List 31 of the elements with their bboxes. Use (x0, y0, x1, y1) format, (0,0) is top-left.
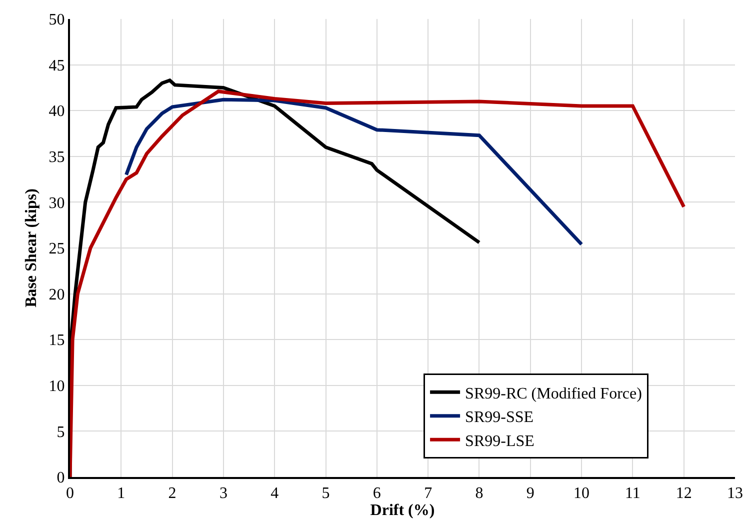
x-tick-label: 4 (270, 485, 279, 502)
y-tick-label: 35 (48, 149, 65, 166)
legend-label: SR99-SSE (465, 409, 534, 426)
y-tick-label: 10 (48, 378, 65, 395)
x-tick-label: 10 (574, 485, 590, 502)
y-tick-label: 30 (48, 194, 65, 212)
x-tick-label: 5 (322, 485, 330, 502)
x-tick-label: 7 (424, 485, 432, 502)
y-tick-label: 40 (48, 103, 65, 120)
y-tick-label: 50 (48, 12, 65, 29)
line-series (70, 90, 686, 477)
y-tick-label: 5 (56, 424, 65, 441)
x-tick-label: 9 (526, 485, 534, 502)
legend-label: SR99-LSE (465, 432, 534, 450)
line-series (124, 98, 584, 246)
x-tick-label: 11 (624, 485, 640, 502)
x-tick-label: 6 (372, 485, 381, 502)
legend-label: SR99-RC (Modified Force) (465, 385, 642, 402)
x-tick-label: 13 (727, 485, 743, 502)
y-tick-label: 15 (48, 332, 65, 350)
x-tick-label: 2 (168, 485, 176, 502)
x-axis-title: Drift (%) (370, 502, 435, 520)
x-tick-label: 12 (676, 485, 692, 502)
y-tick-label: 0 (56, 470, 65, 487)
y-tick-label: 45 (48, 57, 65, 74)
y-tick-label: 20 (48, 286, 65, 304)
y-axis-title: Base Shear (kips) (23, 188, 40, 308)
x-tick-label: 1 (117, 485, 126, 502)
x-tick-label: 3 (219, 485, 228, 502)
y-tick-label: 25 (48, 240, 65, 258)
x-tick-label: 8 (475, 485, 484, 502)
